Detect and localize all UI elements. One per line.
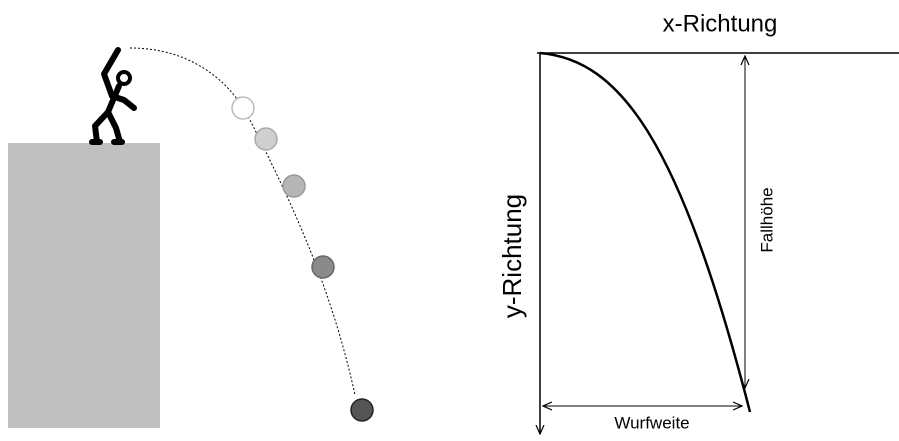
trajectory — [129, 47, 356, 396]
balls — [231, 96, 374, 422]
range-label: Wurfweite — [614, 413, 689, 432]
stick-figure — [89, 47, 137, 145]
parabola — [539, 51, 752, 413]
cliff — [8, 143, 160, 428]
x-axis-label: x-Richtung — [663, 10, 778, 37]
y-axis-label: y-Richtung — [497, 194, 527, 318]
fall-height-label: Fallhöhe — [757, 187, 776, 252]
